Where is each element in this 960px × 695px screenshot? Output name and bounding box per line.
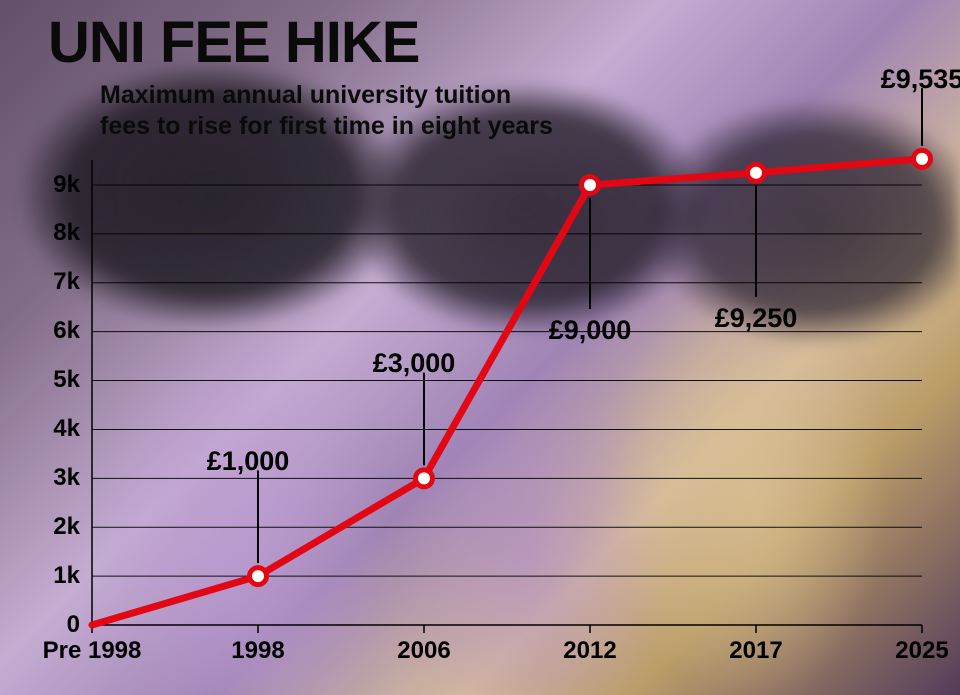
subtitle-line-2: fees to rise for first time in eight yea… bbox=[100, 112, 553, 140]
chart-title: UNI FEE HIKE bbox=[48, 14, 420, 72]
callout-label: £9,250 bbox=[715, 303, 798, 334]
x-tick-label: 2017 bbox=[729, 637, 782, 665]
chart-canvas: UNI FEE HIKE Maximum annual university t… bbox=[0, 0, 960, 695]
x-tick-label: Pre 1998 bbox=[43, 637, 142, 665]
y-tick-label: 6k bbox=[0, 317, 80, 345]
x-tick-label: 1998 bbox=[231, 637, 284, 665]
x-tick-label: 2025 bbox=[895, 637, 948, 665]
subtitle-line-1: Maximum annual university tuition bbox=[100, 81, 511, 109]
callout-label: £9,000 bbox=[549, 315, 632, 346]
x-tick-label: 2006 bbox=[397, 637, 450, 665]
y-tick-label: 2k bbox=[0, 513, 80, 541]
y-tick-label: 7k bbox=[0, 268, 80, 296]
y-tick-label: 8k bbox=[0, 219, 80, 247]
x-tick-label: 2012 bbox=[563, 637, 616, 665]
callout-label: £9,535 bbox=[881, 64, 960, 95]
y-tick-label: 9k bbox=[0, 171, 80, 199]
callout-label: £1,000 bbox=[207, 446, 290, 477]
y-tick-label: 0 bbox=[0, 611, 80, 639]
y-tick-label: 1k bbox=[0, 562, 80, 590]
y-tick-label: 5k bbox=[0, 366, 80, 394]
y-tick-label: 4k bbox=[0, 415, 80, 443]
y-tick-label: 3k bbox=[0, 464, 80, 492]
callout-label: £3,000 bbox=[373, 348, 456, 379]
chart-subtitle: Maximum annual university tuition fees t… bbox=[100, 80, 553, 143]
